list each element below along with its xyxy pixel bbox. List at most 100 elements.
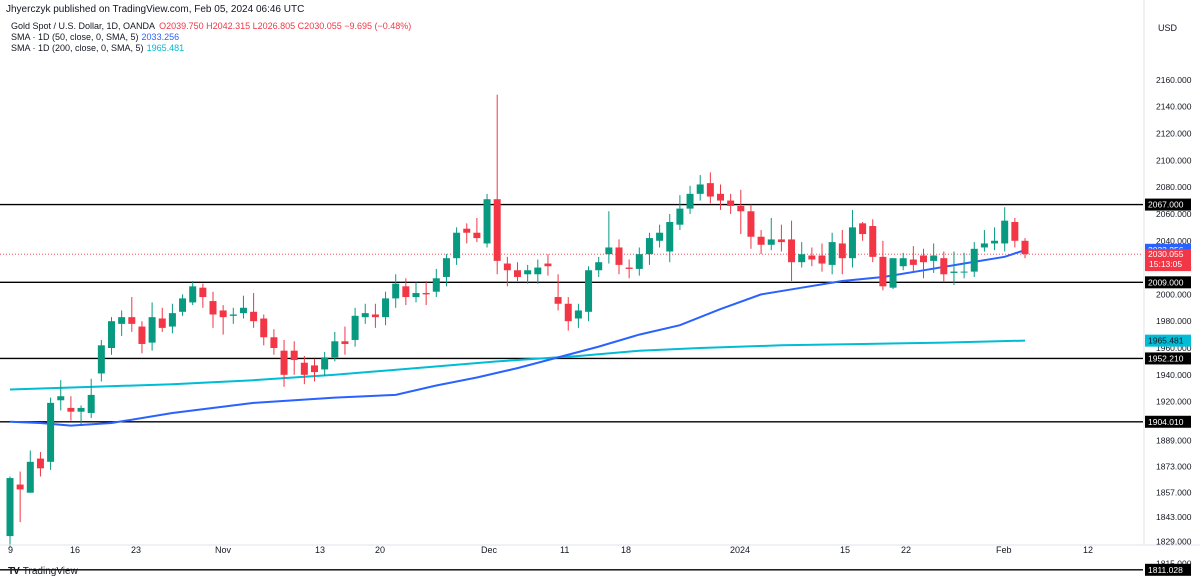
candle-body: [625, 267, 633, 269]
x-tick-label: Nov: [215, 545, 232, 555]
candle-body: [148, 317, 156, 343]
candle-body: [503, 263, 511, 271]
candle-body: [848, 227, 856, 259]
y-tick-label: 1920.000: [1156, 397, 1192, 407]
y-tick-label: 2160.000: [1156, 75, 1192, 85]
candle-body: [635, 254, 643, 269]
candle-body: [747, 211, 755, 237]
candle-body: [341, 341, 349, 344]
candle-body: [36, 458, 44, 469]
candle-body: [585, 270, 593, 312]
candle-body: [615, 247, 623, 265]
candle-body: [828, 242, 836, 265]
x-tick-label: Dec: [481, 545, 498, 555]
level-tag-bg: [1145, 563, 1191, 576]
candle-body: [168, 313, 176, 327]
y-tick-label: 2040.000: [1156, 236, 1192, 246]
candle-body: [544, 263, 552, 267]
price-axis[interactable]: USD 2160.000 2140.000 2120.000 2100.000 2080.…: [1143, 0, 1192, 568]
candle-body: [493, 199, 501, 261]
candle-body: [554, 297, 562, 304]
candle-body: [564, 303, 572, 322]
countdown-tag: 15:13:05: [1149, 259, 1182, 269]
y-tick-label: 1843.000: [1156, 512, 1192, 522]
candle-body: [534, 267, 542, 275]
sma200-tag-bg: [1145, 334, 1191, 347]
candle-body: [311, 365, 318, 373]
y-tick-label: 1829.000: [1156, 536, 1192, 546]
y-tick-label: 1980.000: [1156, 316, 1192, 326]
candle-body: [402, 286, 410, 298]
sma200-value: 1965.481: [146, 43, 185, 53]
candle-body: [514, 270, 521, 277]
candle-body: [940, 258, 948, 275]
time-axis[interactable]: 9 16 23 Nov 13 20 Dec 11 18 2024 15 22 Feb 12: [0, 544, 1200, 555]
candle-body: [371, 314, 379, 318]
candle-body: [889, 258, 897, 288]
candle-body: [706, 183, 714, 197]
candle-body: [158, 318, 166, 328]
candle-body: [219, 310, 227, 318]
candle-body: [422, 293, 430, 295]
candle-body: [382, 298, 390, 318]
candle-body: [97, 345, 105, 374]
levels-layer: [0, 203, 1143, 571]
x-tick-label: 20: [375, 545, 385, 555]
level-tag: 1904.010: [1148, 417, 1184, 427]
tradingview-logo[interactable]: TV TradingView: [8, 566, 78, 577]
y-tick-label: 1873.000: [1156, 462, 1192, 472]
chart-legend: Gold Spot / U.S. Dollar, 1D, OANDA O2039.…: [11, 21, 411, 54]
candle-body: [524, 270, 532, 275]
candle-body: [991, 240, 999, 244]
candle-body: [676, 208, 684, 225]
candle-body: [351, 315, 359, 340]
candle-body: [920, 255, 927, 263]
candle-body: [960, 271, 968, 273]
y-tick-label: 1889.000: [1156, 436, 1192, 446]
ohlc-values: O2039.750 H2042.315 L2026.805 C2030.055 …: [159, 21, 412, 31]
x-tick-label: Feb: [996, 545, 1012, 555]
x-tick-label: 18: [621, 545, 631, 555]
candle-body: [26, 461, 34, 493]
candle-body: [179, 298, 187, 312]
y-tick-label: 1857.000: [1156, 488, 1192, 498]
candle-body: [199, 287, 207, 298]
candle-body: [717, 193, 724, 201]
candle-body: [727, 200, 735, 206]
candle-body: [432, 278, 440, 292]
x-tick-label: 15: [840, 545, 850, 555]
candle-body: [442, 258, 450, 277]
candle-body: [757, 236, 765, 245]
candle-body: [1001, 220, 1009, 244]
candle-body: [574, 310, 582, 319]
sma200-line: [9, 339, 1026, 391]
candle-body: [970, 248, 978, 272]
candle-body: [767, 239, 775, 245]
level-tag: 2067.000: [1148, 200, 1184, 210]
candle-body: [47, 402, 55, 462]
y-tick-label: 2000.000: [1156, 289, 1192, 299]
y-tick-label: 1960.000: [1156, 343, 1192, 353]
last-price-tag-bg: [1145, 249, 1191, 272]
level-tag-bg: [1145, 198, 1191, 211]
candle-body: [777, 239, 785, 243]
candle-body: [108, 321, 115, 348]
candle-body: [463, 228, 471, 233]
y-tick-label: 2120.000: [1156, 129, 1192, 139]
candle-body: [300, 362, 308, 375]
candle-body: [209, 301, 217, 315]
candle-body: [118, 317, 126, 324]
candle-body: [930, 255, 938, 261]
currency-label: USD: [1158, 23, 1178, 33]
level-tag: 1952.210: [1148, 353, 1184, 363]
candle-body: [899, 258, 907, 267]
candle-body: [77, 407, 85, 412]
candle-body: [260, 318, 268, 338]
candle-body: [250, 311, 258, 322]
candle-body: [239, 307, 247, 314]
y-tick-label: 2100.000: [1156, 155, 1192, 165]
candle-body: [483, 199, 491, 244]
candle-body: [1011, 221, 1019, 241]
candle-body: [869, 226, 877, 257]
